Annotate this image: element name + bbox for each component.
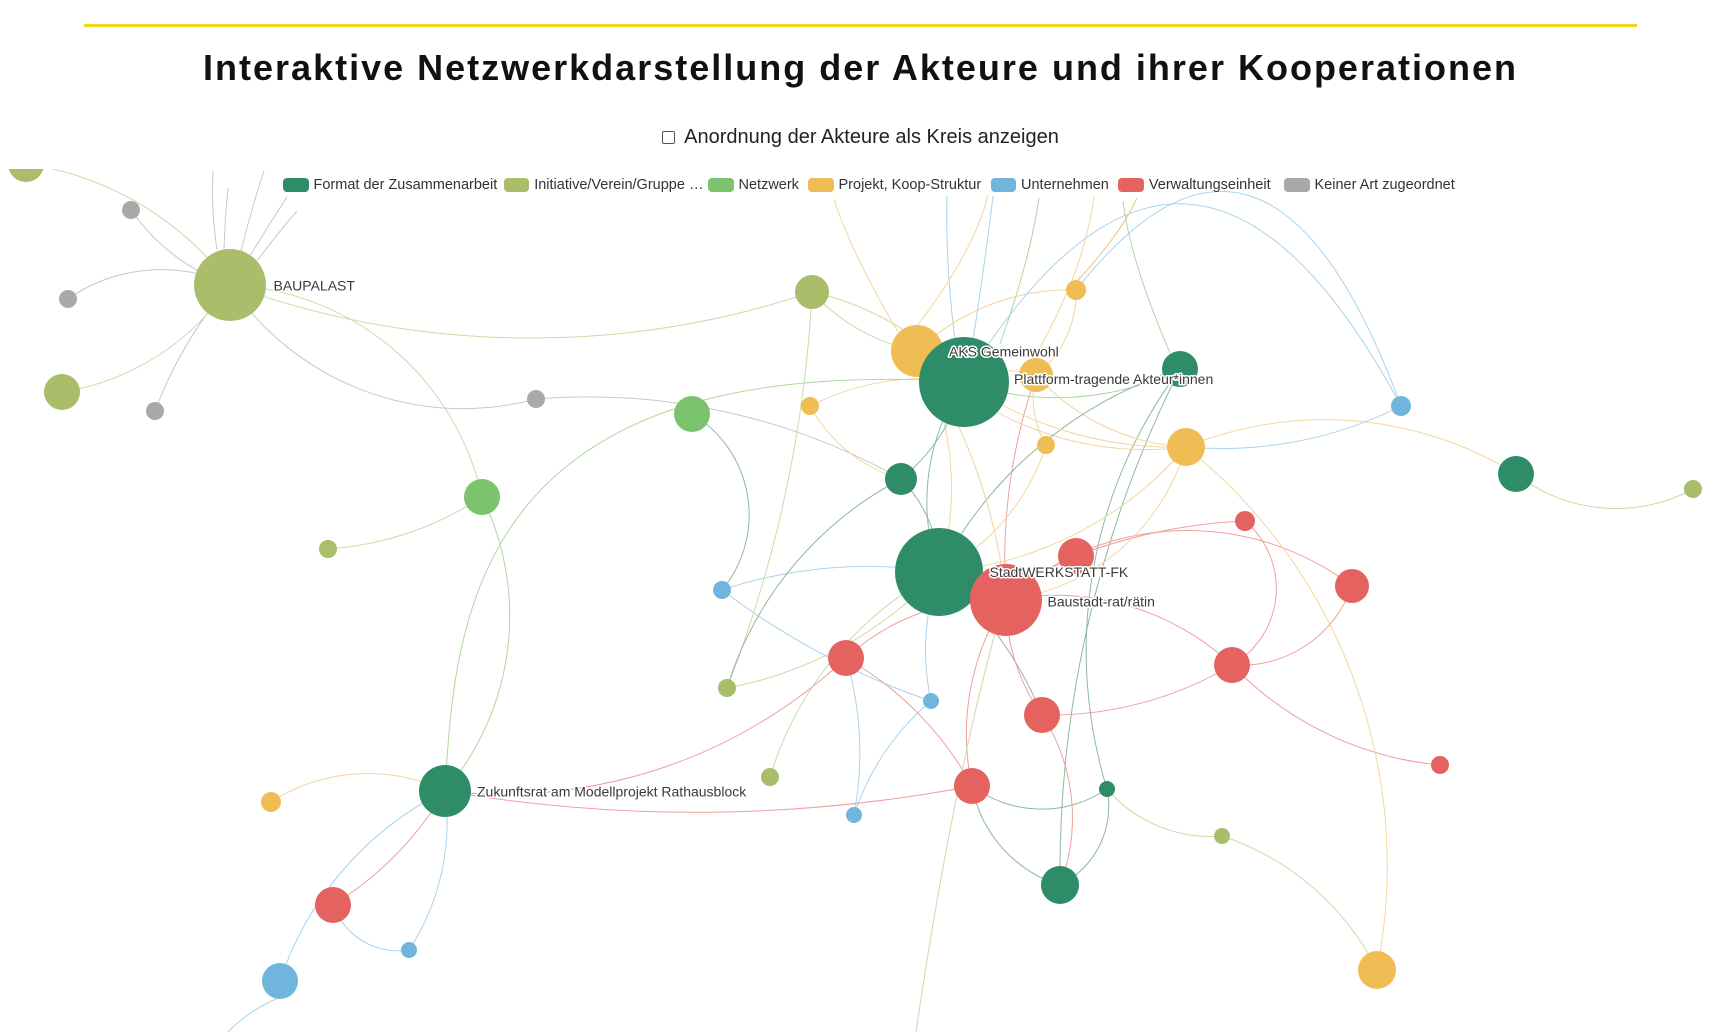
- svg-text:Plattform-tragende Akteur*inne: Plattform-tragende Akteur*innen: [1014, 371, 1213, 387]
- svg-text:AKS Gemeinwohl: AKS Gemeinwohl: [949, 344, 1059, 360]
- svg-text:Baustadt-rat/rätin: Baustadt-rat/rätin: [1048, 594, 1155, 610]
- svg-text:BAUPALAST: BAUPALAST: [274, 278, 356, 294]
- svg-text:StadtWERKSTATT-FK: StadtWERKSTATT-FK: [990, 564, 1129, 580]
- svg-text:Zukunftsrat am Modellprojekt R: Zukunftsrat am Modellprojekt Rathausbloc…: [477, 784, 747, 800]
